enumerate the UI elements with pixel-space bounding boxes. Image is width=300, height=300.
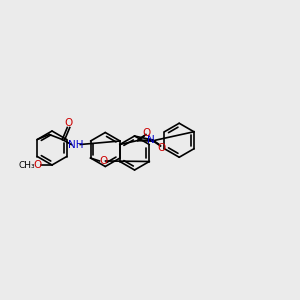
Text: O: O (143, 128, 151, 137)
Text: O: O (64, 118, 72, 128)
Text: NH: NH (68, 140, 83, 149)
Text: O: O (99, 156, 108, 166)
Text: CH₃: CH₃ (19, 160, 35, 169)
Text: O: O (33, 160, 41, 170)
Text: N: N (147, 135, 155, 145)
Text: O: O (158, 143, 166, 153)
